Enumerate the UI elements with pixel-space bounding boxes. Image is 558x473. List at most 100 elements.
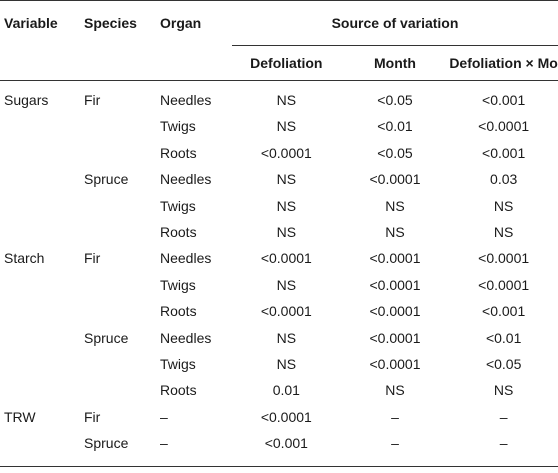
table-row: Spruce Needles NS <0.0001 <0.01 [0,325,558,351]
header-organ: Organ [160,15,202,32]
cell-interaction: – [499,408,508,425]
cell-organ: Twigs [160,276,196,293]
table-row: Twigs NS <0.0001 <0.0001 [0,272,558,298]
table-row: Twigs NS <0.0001 <0.05 [0,351,558,377]
cell-species [84,113,160,139]
cell-defoliation: NS [276,329,297,346]
cell-defoliation: NS [276,197,297,214]
cell-variable [0,325,84,351]
cell-species [84,140,160,166]
cell-variable: TRW [4,408,36,425]
cell-month: – [391,435,399,452]
cell-defoliation: <0.001 [264,435,308,452]
table-row: Roots NS NS NS [0,219,558,245]
header-interaction: Defoliation × Month [449,55,558,71]
header-species: Species [84,15,137,32]
cell-organ: Needles [160,329,212,346]
cell-month: <0.0001 [369,303,421,320]
cell-organ: Needles [160,250,212,267]
cell-organ: – [160,435,168,452]
cell-interaction: <0.0001 [478,250,530,267]
table-row: Roots 0.01 NS NS [0,377,558,403]
cell-species: Fir [84,92,101,108]
cell-defoliation: NS [276,118,297,135]
cell-month: <0.05 [377,92,413,108]
cell-species: Spruce [84,171,129,188]
cell-month: NS [385,197,405,214]
cell-species [84,377,160,403]
header-row-top: Variable Species Organ Source of variati… [0,0,558,46]
cell-variable [0,351,84,377]
header-source-of-variation: Source of variation [232,0,558,46]
cell-month: <0.0001 [369,171,421,188]
cell-interaction: <0.001 [482,303,526,320]
cell-species [84,193,160,219]
cell-organ: Twigs [160,118,196,135]
cell-organ: Roots [160,382,197,399]
table-body: Sugars Fir Needles NS <0.05 <0.001 Twigs NS <0.0… [0,81,558,457]
table-row: Starch Fir Needles <0.0001 <0.0001 <0.0001 [0,245,558,271]
cell-variable: Starch [4,250,45,267]
cell-defoliation: <0.0001 [260,144,312,161]
cell-organ: Twigs [160,356,196,373]
cell-interaction: NS [493,197,514,214]
cell-species: Spruce [84,435,129,452]
cell-organ: Needles [160,92,212,108]
cell-interaction: <0.0001 [478,276,530,293]
cell-species [84,351,160,377]
cell-organ: Roots [160,224,197,241]
cell-defoliation: NS [276,276,297,293]
cell-month: – [391,408,399,425]
cell-variable [0,377,84,403]
cell-interaction: NS [493,382,514,399]
cell-defoliation: <0.0001 [260,303,312,320]
cell-month: <0.0001 [369,356,421,373]
cell-species: Fir [84,250,101,267]
table-row: Spruce – <0.001 – – [0,430,558,456]
cell-species [84,219,160,245]
cell-month: <0.0001 [369,329,421,346]
cell-variable [0,140,84,166]
header-row-sub: Defoliation Month Defoliation × Month [0,46,558,81]
cell-interaction: 0.03 [490,171,518,188]
cell-month: <0.0001 [369,250,421,267]
cell-defoliation: NS [276,356,297,373]
cell-variable: Sugars [4,92,49,108]
cell-defoliation: NS [276,171,297,188]
cell-interaction: <0.01 [485,329,522,346]
cell-species [84,298,160,324]
cell-defoliation: NS [276,92,297,108]
cell-organ: Roots [160,303,197,320]
cell-month: NS [385,382,405,399]
table-row: Spruce Needles NS <0.0001 0.03 [0,166,558,192]
cell-month: <0.01 [377,118,413,135]
cell-variable [0,219,84,245]
table-row: Twigs NS NS NS [0,193,558,219]
cell-interaction: – [499,435,508,452]
cell-species [84,272,160,298]
cell-defoliation: NS [276,224,297,241]
cell-variable [0,113,84,139]
cell-organ: Twigs [160,197,196,214]
cell-variable [0,193,84,219]
table-row: Roots <0.0001 <0.0001 <0.001 [0,298,558,324]
cell-defoliation: <0.0001 [260,408,312,425]
cell-defoliation: <0.0001 [260,250,312,267]
table-row: TRW Fir – <0.0001 – – [0,404,558,430]
header-variable: Variable [4,15,58,32]
cell-interaction: <0.001 [482,92,526,108]
source-of-variation-table: Variable Species Organ Source of variati… [0,0,558,457]
cell-variable [0,298,84,324]
bottom-rule [0,466,558,467]
cell-organ: – [160,408,168,425]
cell-species: Spruce [84,329,129,346]
cell-organ: Needles [160,171,212,188]
cell-defoliation: 0.01 [272,382,300,399]
cell-month: <0.05 [377,144,413,161]
cell-interaction: <0.05 [485,356,522,373]
table-row: Roots <0.0001 <0.05 <0.001 [0,140,558,166]
table-row: Sugars Fir Needles NS <0.05 <0.001 [0,81,558,114]
cell-interaction: NS [493,224,514,241]
header-defoliation: Defoliation [250,55,323,71]
cell-variable [0,166,84,192]
